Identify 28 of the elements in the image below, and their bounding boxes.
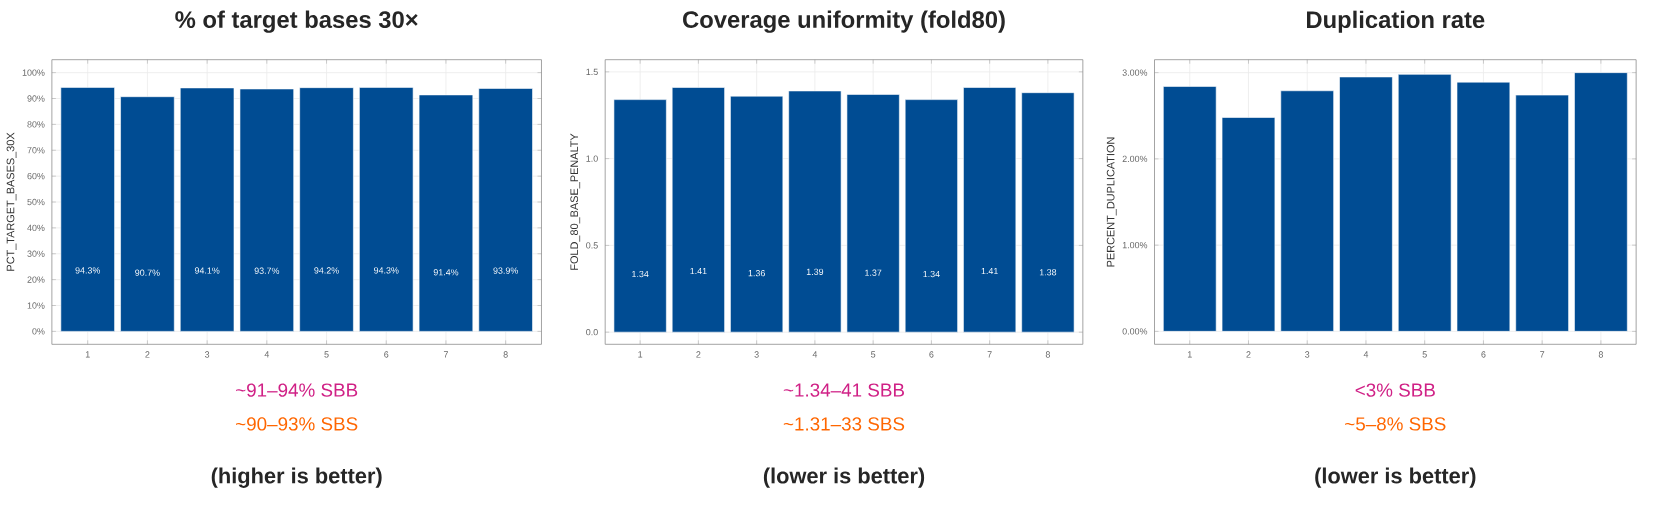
bar	[1280, 90, 1334, 332]
text: (lower is better)	[763, 467, 925, 489]
bar	[1515, 95, 1569, 332]
chart-title: % of target bases 30×	[175, 10, 418, 34]
text: ~90–93% SBS	[236, 417, 358, 431]
text: (higher is better)	[211, 467, 382, 489]
chart-title: Duplication rate	[1307, 10, 1485, 34]
bar	[730, 96, 784, 333]
text: <3% SBB	[1355, 383, 1435, 398]
bar	[904, 99, 958, 333]
bar	[1339, 76, 1393, 332]
bar	[1456, 82, 1511, 332]
bar	[671, 87, 725, 333]
chart-title: Coverage uniformity (fold80)	[683, 10, 1005, 34]
text: ~5–8% SBS	[1345, 417, 1446, 431]
bar	[1574, 72, 1628, 332]
bar	[788, 90, 842, 333]
text: ~1.34–41 SBB	[783, 383, 904, 398]
bar	[1397, 74, 1452, 332]
text: ~91–94% SBB	[236, 383, 358, 398]
bar	[1221, 117, 1276, 332]
bar	[846, 94, 900, 333]
bar	[613, 99, 667, 333]
text: ~1.31–33 SBS	[783, 417, 905, 431]
bar	[1163, 86, 1217, 332]
text: (lower is better)	[1315, 467, 1476, 489]
bar	[1021, 92, 1075, 333]
bar	[963, 87, 1017, 333]
